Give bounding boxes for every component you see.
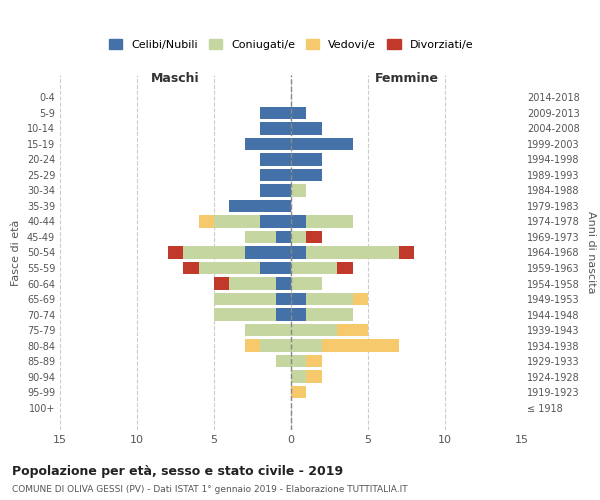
Bar [307, 355, 322, 368]
Bar [291, 324, 337, 336]
Bar [291, 262, 337, 274]
Bar [214, 293, 275, 306]
Bar [291, 293, 307, 306]
Bar [291, 153, 322, 166]
Bar [291, 340, 322, 352]
Bar [307, 246, 399, 258]
Bar [199, 262, 260, 274]
Bar [275, 231, 291, 243]
Bar [399, 246, 414, 258]
Bar [260, 216, 291, 228]
Bar [245, 231, 275, 243]
Bar [245, 324, 291, 336]
Bar [260, 262, 291, 274]
Text: Popolazione per età, sesso e stato civile - 2019: Popolazione per età, sesso e stato civil… [12, 465, 343, 478]
Bar [229, 200, 291, 212]
Bar [291, 216, 307, 228]
Bar [275, 278, 291, 289]
Bar [260, 168, 291, 181]
Bar [168, 246, 183, 258]
Bar [275, 293, 291, 306]
Text: Femmine: Femmine [374, 72, 439, 85]
Bar [291, 138, 353, 150]
Bar [260, 122, 291, 134]
Bar [245, 246, 291, 258]
Bar [260, 340, 291, 352]
Bar [291, 231, 307, 243]
Bar [291, 355, 307, 368]
Bar [291, 106, 307, 119]
Text: COMUNE DI OLIVA GESSI (PV) - Dati ISTAT 1° gennaio 2019 - Elaborazione TUTTITALI: COMUNE DI OLIVA GESSI (PV) - Dati ISTAT … [12, 485, 407, 494]
Bar [260, 106, 291, 119]
Legend: Celibi/Nubili, Coniugati/e, Vedovi/e, Divorziati/e: Celibi/Nubili, Coniugati/e, Vedovi/e, Di… [104, 34, 478, 54]
Bar [337, 262, 353, 274]
Text: Maschi: Maschi [151, 72, 200, 85]
Bar [245, 340, 260, 352]
Y-axis label: Anni di nascita: Anni di nascita [586, 211, 596, 294]
Bar [337, 324, 368, 336]
Bar [291, 370, 307, 383]
Bar [291, 278, 322, 289]
Bar [307, 216, 353, 228]
Bar [260, 184, 291, 196]
Bar [245, 138, 291, 150]
Bar [307, 293, 353, 306]
Bar [291, 308, 307, 321]
Bar [275, 308, 291, 321]
Bar [307, 231, 322, 243]
Bar [291, 246, 307, 258]
Bar [322, 340, 399, 352]
Y-axis label: Fasce di età: Fasce di età [11, 220, 21, 286]
Bar [214, 308, 275, 321]
Bar [275, 355, 291, 368]
Bar [291, 386, 307, 398]
Bar [199, 216, 214, 228]
Bar [353, 293, 368, 306]
Bar [291, 168, 322, 181]
Bar [183, 262, 199, 274]
Bar [307, 370, 322, 383]
Bar [291, 122, 322, 134]
Bar [307, 308, 353, 321]
Bar [214, 216, 260, 228]
Bar [260, 153, 291, 166]
Bar [229, 278, 275, 289]
Bar [214, 278, 229, 289]
Bar [183, 246, 245, 258]
Bar [291, 184, 307, 196]
